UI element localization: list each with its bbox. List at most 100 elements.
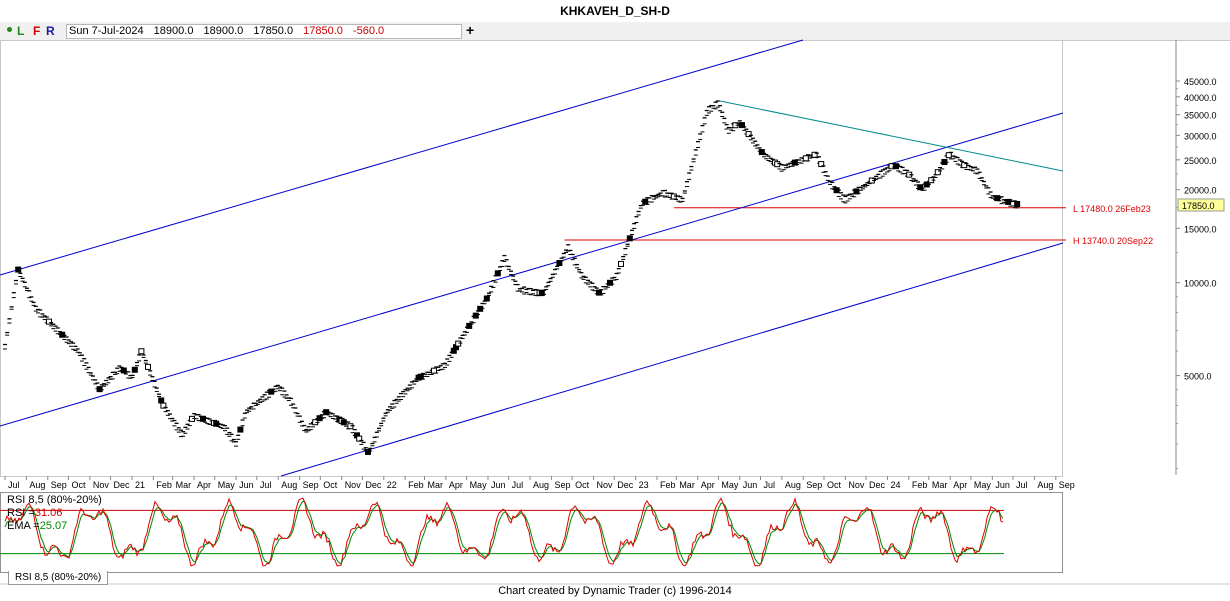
- rsi-line: [4, 497, 1004, 567]
- x-tick-label: Sep: [51, 480, 67, 490]
- price-bar: [538, 290, 545, 297]
- x-tick-label: Jun: [995, 480, 1010, 490]
- price-bar: [745, 131, 752, 138]
- rsi-panel: [0, 497, 1004, 567]
- x-tick-label: May: [974, 480, 992, 490]
- x-tick-label: Sep: [1059, 480, 1075, 490]
- price-panel-frame: [0, 40, 1063, 477]
- y-tick-label: 5000.0: [1184, 372, 1212, 382]
- toolbar: L F R Sun 7-Jul-2024 18900.0 18900.0 178…: [0, 22, 1230, 41]
- x-tick-label: 22: [387, 480, 397, 490]
- add-icon[interactable]: +: [466, 22, 475, 38]
- x-tick-label: Apr: [449, 480, 463, 490]
- fib-tool-button[interactable]: F: [33, 24, 41, 38]
- descending-trendline: [719, 100, 1064, 172]
- x-tick-label: Feb: [912, 480, 928, 490]
- x-tick-label: Aug: [281, 480, 297, 490]
- x-tick-label: Apr: [197, 480, 211, 490]
- x-tick-label: Nov: [848, 480, 865, 490]
- rsi-value: 31.06: [34, 507, 63, 519]
- x-tick-label: Sep: [303, 480, 319, 490]
- x-tick-label: Dec: [869, 480, 886, 490]
- x-tick-label: Jun: [743, 480, 758, 490]
- x-tick-label: Apr: [953, 480, 967, 490]
- y-tick-label: 45000.0: [1184, 77, 1217, 87]
- price-bar: [96, 386, 103, 393]
- x-tick-label: Jun: [239, 480, 254, 490]
- x-tick-label: Aug: [1037, 480, 1053, 490]
- price-bar: [417, 373, 424, 380]
- x-tick-label: Sep: [554, 480, 570, 490]
- price-bar: [59, 331, 66, 338]
- x-tick-label: Jul: [512, 480, 524, 490]
- price-level-label: L 17480.0 26Feb23: [1073, 204, 1151, 214]
- price-bar: [477, 305, 484, 312]
- x-tick-label: Mar: [427, 480, 443, 490]
- x-tick-label: Aug: [785, 480, 801, 490]
- price-bar: [466, 322, 473, 329]
- x-tick-label: Oct: [71, 480, 86, 490]
- price-bar: [626, 235, 633, 242]
- x-tick-label: Sep: [806, 480, 822, 490]
- tab-rsi[interactable]: RSI 8,5 (80%-20%): [8, 571, 109, 585]
- price-bar: [811, 151, 818, 158]
- status-dot-icon: [7, 27, 12, 32]
- price-bar: [758, 149, 765, 156]
- x-tick-label: Feb: [660, 480, 676, 490]
- price-bar: [356, 435, 363, 442]
- x-tick-label: May: [218, 480, 236, 490]
- y-tick-label: 35000.0: [1184, 111, 1217, 121]
- y-tick-label: 20000.0: [1184, 186, 1217, 196]
- date-axis: Jul Aug Sep Oct Nov Dec 21 Feb Mar Apr May Jun Jul Au…: [4, 476, 1075, 490]
- x-tick-label: Aug: [533, 480, 549, 490]
- quote-high: 18900.0: [203, 25, 244, 37]
- ratio-tool-button[interactable]: R: [46, 24, 55, 38]
- price-axis: 45000.0 40000.0 35000.0 30000.0 25000.0 20000…: [1176, 77, 1225, 470]
- rsi-panel-frame: [0, 492, 1063, 573]
- quote-open: 18900.0: [153, 25, 194, 37]
- price-bar: [15, 266, 22, 273]
- price-bar: [802, 155, 809, 162]
- chart-title: KHKAVEH_D_SH-D: [560, 4, 670, 18]
- x-tick-label: Jul: [763, 480, 775, 490]
- x-tick-label: May: [470, 480, 488, 490]
- price-bar: [917, 184, 924, 191]
- price-bar: [494, 270, 501, 277]
- price-bar: [158, 397, 165, 404]
- x-tick-label: Jul: [1016, 480, 1028, 490]
- x-tick-label: Nov: [597, 480, 614, 490]
- rsi-title: RSI 8,5 (80%-20%): [7, 494, 102, 506]
- y-tick-label: 40000.0: [1184, 93, 1217, 103]
- price-bar: [483, 295, 490, 302]
- x-tick-label: Jul: [260, 480, 272, 490]
- price-bar: [607, 279, 613, 286]
- price-bar: [596, 289, 602, 296]
- ema-value: 25.07: [39, 520, 68, 532]
- price-bar: [739, 122, 745, 129]
- price-bar: [46, 318, 52, 325]
- ema-value-line: EMA =25.07: [7, 520, 68, 532]
- price-bar: [472, 312, 479, 319]
- line-tool-button[interactable]: L: [17, 24, 25, 38]
- x-tick-label: Oct: [575, 480, 590, 490]
- price-bar: [131, 366, 138, 373]
- price-bar: [138, 348, 145, 355]
- quote-close: 17850.0: [303, 25, 343, 37]
- channel-lower-line: [280, 242, 1064, 477]
- price-bar: [365, 448, 371, 455]
- price-bar: [145, 363, 151, 370]
- last-price-label: 17850.0: [1182, 201, 1215, 211]
- x-tick-label: Oct: [323, 480, 338, 490]
- price-bar: [945, 152, 952, 159]
- channel-upper-line: [0, 39, 804, 276]
- quote-change: -560.0: [352, 25, 385, 37]
- x-tick-label: Aug: [29, 480, 45, 490]
- rsi-legend: RSI 8,5 (80%-20%) RSI =31.06 EMA =25.07: [7, 494, 102, 533]
- price-bar: [200, 415, 206, 422]
- quote-low: 17850.0: [253, 25, 294, 37]
- x-tick-label: Feb: [156, 480, 172, 490]
- price-bar: [853, 188, 860, 195]
- price-bar: [642, 198, 649, 205]
- price-bar: [934, 169, 941, 176]
